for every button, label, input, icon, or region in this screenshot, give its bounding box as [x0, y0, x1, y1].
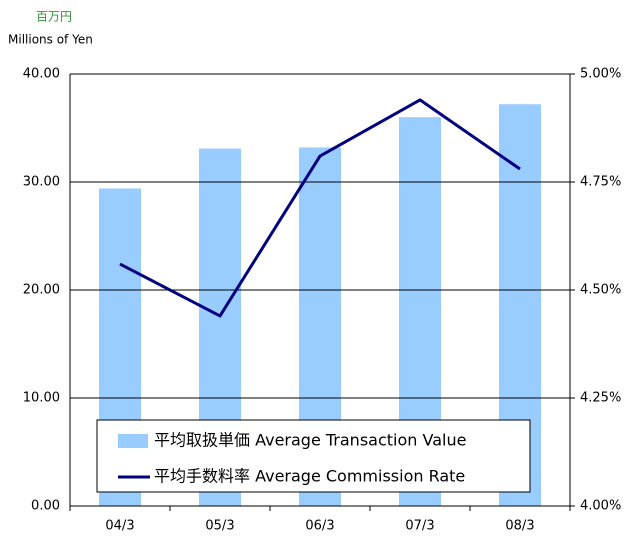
y-tick-label: 40.00 [23, 67, 60, 82]
legend-label: 平均手数料率 Average Commission Rate [154, 467, 465, 486]
y2-tick-label: 4.25% [580, 391, 621, 406]
y-tick-label: 0.00 [31, 499, 60, 514]
line [119, 98, 521, 318]
unit-label-en: Millions of Yen [8, 33, 93, 47]
y2-tick-label: 5.00% [580, 67, 621, 82]
y-tick-label: 10.00 [23, 391, 60, 406]
legend-label: 平均取扱単価 Average Transaction Value [154, 431, 466, 450]
x-tick-label: 06/3 [305, 519, 334, 534]
y2-tick-label: 4.50% [580, 283, 621, 298]
x-tick-label: 04/3 [105, 519, 134, 534]
legend-box [96, 419, 531, 493]
x-tick-label: 08/3 [505, 519, 534, 534]
y-tick-label: 20.00 [23, 283, 60, 298]
y2-tick-label: 4.00% [580, 499, 621, 514]
legend-swatch [118, 434, 148, 448]
unit-label: 百万円 [36, 10, 72, 24]
y2-tick-label: 4.75% [580, 175, 621, 190]
x-tick-label: 07/3 [405, 519, 434, 534]
y-tick-label: 30.00 [23, 175, 60, 190]
x-tick-label: 05/3 [205, 519, 234, 534]
